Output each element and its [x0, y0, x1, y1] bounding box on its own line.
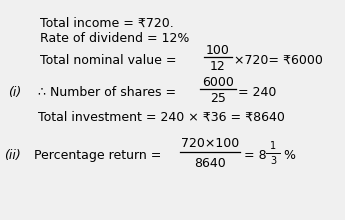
Text: ×720= ₹6000: ×720= ₹6000 [234, 53, 323, 66]
Text: 6000: 6000 [202, 75, 234, 88]
Text: ∴ Number of shares =: ∴ Number of shares = [38, 86, 180, 99]
Text: = 8: = 8 [244, 148, 267, 161]
Text: 8640: 8640 [194, 156, 226, 169]
Text: (i): (i) [8, 86, 21, 99]
Text: 12: 12 [210, 59, 226, 73]
Text: 25: 25 [210, 92, 226, 104]
Text: 720×100: 720×100 [181, 136, 239, 150]
Text: %: % [283, 148, 295, 161]
Text: 100: 100 [206, 44, 230, 57]
Text: Total income = ₹720.: Total income = ₹720. [40, 17, 174, 30]
Text: Percentage return =: Percentage return = [34, 148, 165, 161]
Text: Rate of dividend = 12%: Rate of dividend = 12% [40, 32, 189, 45]
Text: Total nominal value =: Total nominal value = [40, 53, 180, 66]
Text: (ii): (ii) [4, 148, 21, 161]
Text: Total investment = 240 × ₹36 = ₹8640: Total investment = 240 × ₹36 = ₹8640 [38, 110, 285, 123]
Text: = 240: = 240 [238, 86, 276, 99]
Text: 3: 3 [270, 156, 276, 166]
Text: 1: 1 [270, 141, 276, 151]
